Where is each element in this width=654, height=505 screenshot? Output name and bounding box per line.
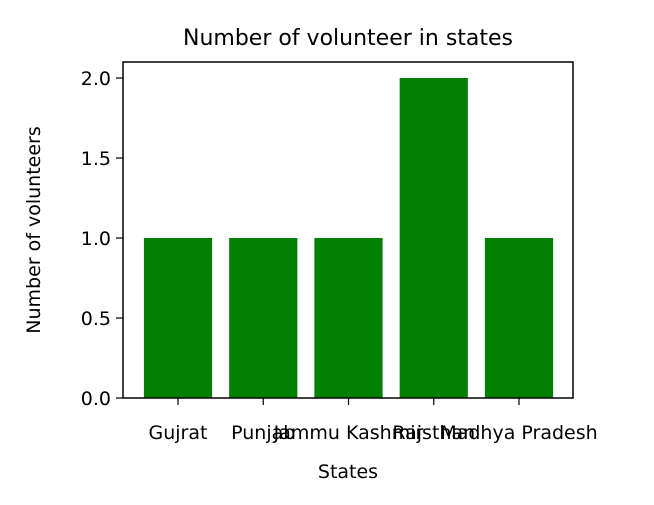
bar (484, 238, 554, 398)
y-axis-ticks: 0.0 0.5 1.0 1.5 2.0 (81, 68, 123, 410)
x-tick-label: Rajsthan (392, 422, 475, 444)
y-tick-label: 0.5 (81, 308, 111, 330)
x-tick-label: Jammu Kashmir (273, 422, 424, 444)
bar (314, 238, 383, 398)
x-tick-label: Madhya Pradesh (440, 422, 597, 444)
bars-group (143, 78, 554, 398)
x-axis-label: States (318, 461, 378, 483)
bar (229, 238, 298, 398)
x-tick-label: Punjab (231, 422, 295, 444)
y-tick-label: 2.0 (81, 68, 111, 90)
bar (399, 78, 468, 398)
y-tick-label: 0.0 (81, 388, 111, 410)
y-tick-label: 1.0 (81, 228, 111, 250)
bar (143, 238, 213, 398)
x-tick-label: Gujrat (149, 422, 208, 444)
y-axis-label: Number of volunteers (23, 126, 45, 334)
plot-frame (122, 61, 574, 399)
chart-title: Number of volunteer in states (183, 26, 513, 51)
y-tick-label: 1.5 (81, 148, 111, 170)
